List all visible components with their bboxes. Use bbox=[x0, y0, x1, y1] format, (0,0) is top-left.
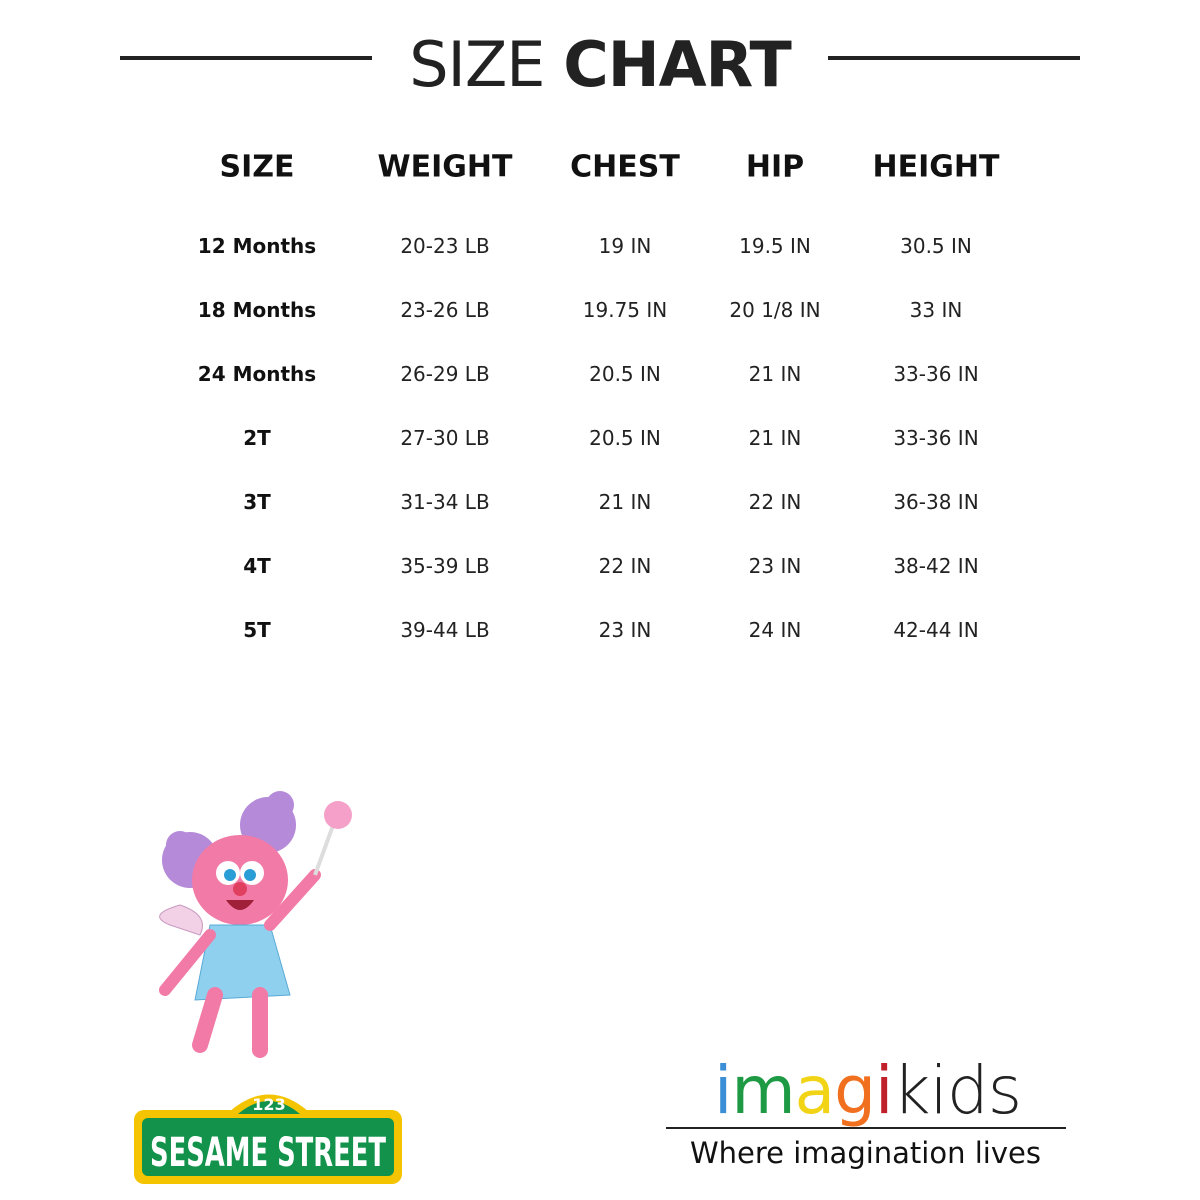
wordmark-letter: i bbox=[875, 1052, 893, 1129]
wordmark-letter: m bbox=[731, 1052, 795, 1129]
table-cell: 23 IN bbox=[748, 554, 802, 578]
table-cell: 38-42 IN bbox=[893, 554, 979, 578]
table-cell: 30.5 IN bbox=[900, 234, 972, 258]
column-header-size: SIZE bbox=[219, 149, 295, 185]
size-label: 24 Months bbox=[197, 362, 317, 386]
table-cell: 19.5 IN bbox=[739, 234, 811, 258]
table-cell: 20-23 LB bbox=[400, 234, 490, 258]
size-label: 3T bbox=[243, 490, 271, 514]
table-cell: 20.5 IN bbox=[589, 362, 661, 386]
table-cell: 21 IN bbox=[598, 490, 652, 514]
table-cell: 33-36 IN bbox=[893, 426, 979, 450]
column-header-hip: HIP bbox=[745, 149, 805, 185]
table-cell: 19.75 IN bbox=[582, 298, 668, 322]
table-cell: 20.5 IN bbox=[589, 426, 661, 450]
table-cell: 33 IN bbox=[909, 298, 963, 322]
wordmark-suffix: kids bbox=[892, 1052, 1022, 1129]
table-cell: 20 1/8 IN bbox=[729, 298, 821, 322]
imagikids-wordmark: imagikids bbox=[714, 1052, 1022, 1129]
abby-cadabby-illustration bbox=[159, 791, 352, 1058]
table-cell: 27-30 LB bbox=[400, 426, 490, 450]
size-label: 4T bbox=[243, 554, 271, 578]
svg-text:SESAME STREET: SESAME STREET bbox=[150, 1130, 386, 1176]
table-cell: 23 IN bbox=[598, 618, 652, 642]
svg-text:123: 123 bbox=[252, 1095, 285, 1114]
sesame-street-logo: 123 SESAME STREET bbox=[134, 1094, 402, 1184]
wordmark-letter: g bbox=[834, 1052, 876, 1129]
column-header-height: HEIGHT bbox=[872, 149, 1000, 185]
table-cell: 36-38 IN bbox=[893, 490, 979, 514]
table-cell: 23-26 LB bbox=[400, 298, 490, 322]
table-cell: 42-44 IN bbox=[893, 618, 979, 642]
table-cell: 21 IN bbox=[748, 426, 802, 450]
imagikids-tagline: Where imagination lives bbox=[690, 1136, 1041, 1170]
wordmark-letter: i bbox=[714, 1052, 732, 1129]
title-rule-right bbox=[828, 56, 1080, 60]
table-cell: 22 IN bbox=[598, 554, 652, 578]
wordmark-letter: a bbox=[794, 1052, 835, 1129]
size-label: 18 Months bbox=[197, 298, 317, 322]
table-cell: 33-36 IN bbox=[893, 362, 979, 386]
table-cell: 21 IN bbox=[748, 362, 802, 386]
table-cell: 24 IN bbox=[748, 618, 802, 642]
page-title: SIZE CHART bbox=[0, 28, 1200, 101]
size-label: 5T bbox=[243, 618, 271, 642]
column-header-chest: CHEST bbox=[570, 149, 680, 185]
title-light: SIZE bbox=[409, 28, 564, 101]
size-label: 2T bbox=[243, 426, 271, 450]
table-cell: 26-29 LB bbox=[400, 362, 490, 386]
title-bold: CHART bbox=[563, 28, 792, 101]
table-cell: 19 IN bbox=[598, 234, 652, 258]
logo-rule bbox=[666, 1127, 1066, 1129]
table-cell: 39-44 LB bbox=[400, 618, 490, 642]
column-header-weight: WEIGHT bbox=[377, 149, 513, 185]
imagikids-logo: imagikids Where imagination lives bbox=[666, 1052, 1066, 1178]
table-cell: 35-39 LB bbox=[400, 554, 490, 578]
size-label: 12 Months bbox=[197, 234, 317, 258]
title-rule-left bbox=[120, 56, 372, 60]
table-cell: 22 IN bbox=[748, 490, 802, 514]
table-cell: 31-34 LB bbox=[400, 490, 490, 514]
